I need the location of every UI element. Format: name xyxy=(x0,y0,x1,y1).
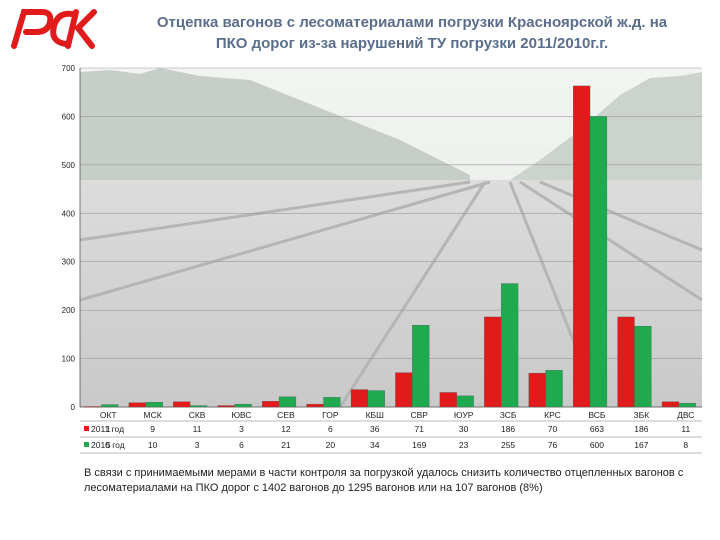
data-label: 9 xyxy=(150,424,155,434)
data-label: 1 xyxy=(106,424,111,434)
data-label: 11 xyxy=(193,424,202,434)
data-label: 71 xyxy=(414,424,424,434)
bar-2010-ЮУР xyxy=(456,395,474,408)
bar-2011-КБШ xyxy=(350,389,369,408)
data-label: 12 xyxy=(281,424,291,434)
bar-2010-ОКТ xyxy=(101,404,119,408)
data-label: 3 xyxy=(239,424,244,434)
bar-2011-ОКТ xyxy=(84,406,102,408)
data-label: 20 xyxy=(326,440,336,450)
category-label: КБШ xyxy=(366,410,385,420)
y-tick-label: 700 xyxy=(62,64,76,73)
bar-2011-МСК xyxy=(128,402,146,408)
legend-swatch xyxy=(84,426,89,431)
data-label: 70 xyxy=(548,424,558,434)
bar-2010-СЕВ xyxy=(278,396,297,408)
background-photo xyxy=(79,68,703,408)
title-line-2: ПКО дорог из-за нарушений ТУ погрузки 20… xyxy=(215,35,609,52)
legend-label: 2010 год xyxy=(91,440,125,450)
bar-2011-ГОР xyxy=(306,403,324,408)
data-label: 30 xyxy=(459,424,469,434)
title-line-1: Отцепка вагонов с лесоматериалами погруз… xyxy=(156,14,668,31)
y-tick-label: 600 xyxy=(62,112,76,121)
data-label: 36 xyxy=(370,424,380,434)
page-title: Отцепка вагонов с лесоматериалами погруз… xyxy=(110,12,714,54)
data-label: 11 xyxy=(681,424,690,434)
category-label: ЮУР xyxy=(454,410,474,420)
bar-2011-ДВС xyxy=(661,401,680,408)
category-label: СКВ xyxy=(189,410,206,420)
data-label: 21 xyxy=(281,440,291,450)
y-tick-label: 500 xyxy=(62,161,76,170)
data-label: 8 xyxy=(683,440,688,450)
bar-2011-СКВ xyxy=(173,401,191,408)
bar-2010-ЮВС xyxy=(234,403,252,408)
bar-2010-СВР xyxy=(412,325,430,408)
data-label: 5 xyxy=(106,440,111,450)
data-label: 76 xyxy=(548,440,558,450)
bar-2010-СКВ xyxy=(190,405,208,408)
rzd-logo-icon xyxy=(11,9,97,49)
data-label: 600 xyxy=(590,440,604,450)
bar-2011-ЗБК xyxy=(617,316,635,408)
category-labels: ОКТ МСК СКВ ЮВС СЕВ ГОР КБШ СВР ЮУР ЗСБ КРС ВСБ ЗБК Д… xyxy=(100,410,695,420)
bar-2011-КРС xyxy=(528,372,546,408)
data-label: 663 xyxy=(590,424,604,434)
bar-2010-КРС xyxy=(545,370,563,408)
data-label: 167 xyxy=(634,440,648,450)
category-label: ДВС xyxy=(677,410,694,420)
data-label: 34 xyxy=(370,440,380,450)
legend-swatch xyxy=(84,442,89,447)
data-label: 10 xyxy=(148,440,158,450)
bar-2010-ЗСБ xyxy=(501,283,519,408)
y-tick-label: 300 xyxy=(62,258,76,267)
category-label: ЮВС xyxy=(231,410,251,420)
data-label: 6 xyxy=(239,440,244,450)
y-tick-label: 200 xyxy=(62,306,76,315)
category-label: ЗБК xyxy=(634,410,650,420)
bar-2011-СВР xyxy=(395,372,413,408)
category-label: ЗСБ xyxy=(500,410,517,420)
category-label: ВСБ xyxy=(588,410,606,420)
data-label: 186 xyxy=(501,424,515,434)
bar-2011-ЗСБ xyxy=(484,316,502,408)
bar-2011-СЕВ xyxy=(262,401,280,408)
data-label: 255 xyxy=(501,440,515,450)
bar-2010-ДВС xyxy=(678,402,696,408)
legend-label: 2011 год xyxy=(91,424,124,434)
y-tick-label: 400 xyxy=(62,209,76,218)
bar-2011-ВСБ xyxy=(573,85,591,408)
bar-2010-ГОР xyxy=(323,397,341,408)
bars xyxy=(84,85,696,408)
bar-2011-ЮВС xyxy=(217,405,235,408)
data-label: 169 xyxy=(412,440,426,450)
category-label: СВР xyxy=(410,410,428,420)
data-label: 186 xyxy=(634,424,648,434)
data-label: 6 xyxy=(328,424,333,434)
category-label: МСК xyxy=(144,410,162,420)
bar-2010-ВСБ xyxy=(589,116,608,408)
category-label: ОКТ xyxy=(100,410,117,420)
y-tick-label: 100 xyxy=(62,355,76,364)
category-label: КРС xyxy=(544,410,561,420)
y-tick-label: 0 xyxy=(71,403,76,412)
bar-2010-ЗБК xyxy=(634,325,652,408)
bar-2010-МСК xyxy=(145,402,163,408)
bar-2011-ЮУР xyxy=(439,392,457,408)
bar-2010-КБШ xyxy=(367,390,385,408)
data-label: 3 xyxy=(195,440,200,450)
data-label: 23 xyxy=(459,440,469,450)
bar-chart: 0 100 200 300 400 500 600 700 ОКТ МСК СКВ ЮВС СЕВ ГО… xyxy=(62,64,703,454)
category-label: СЕВ xyxy=(277,410,295,420)
footnote-text: В связи с принимаемыми мерами в части ко… xyxy=(84,467,684,494)
category-label: ГОР xyxy=(322,410,339,420)
